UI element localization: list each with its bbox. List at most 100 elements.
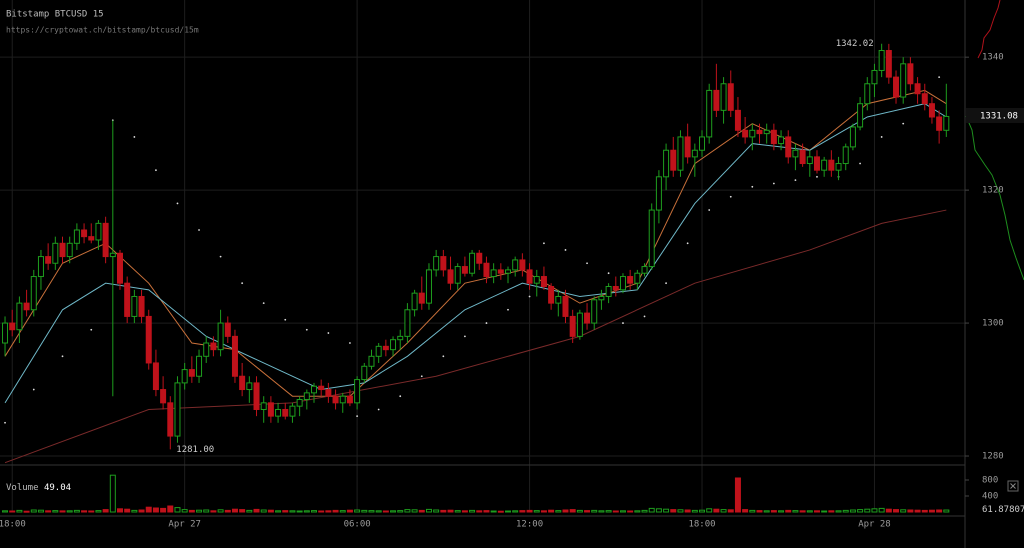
volume-bar	[526, 509, 533, 513]
volume-bar	[540, 510, 547, 513]
y-tick-label: 1280	[982, 452, 1004, 462]
y-tick-label: 1320	[982, 186, 1004, 196]
volume-bar	[16, 509, 23, 513]
sar-dot	[507, 308, 509, 311]
volume-bar	[835, 510, 842, 513]
volume-bar	[749, 509, 756, 513]
candle-body	[9, 322, 16, 331]
volume-bar	[102, 509, 109, 513]
volume-bar	[483, 510, 490, 513]
candle-body	[30, 276, 37, 311]
volume-bar	[289, 510, 296, 513]
volume-bar	[382, 510, 389, 513]
candle-body	[641, 266, 648, 274]
volume-bar	[311, 510, 318, 513]
volume-bar	[160, 507, 167, 513]
volume-bar	[217, 509, 224, 513]
sar-dot	[241, 282, 244, 285]
candle-body	[469, 252, 476, 274]
volume-bar	[318, 510, 325, 513]
sar-dot	[586, 262, 588, 265]
volume-bar	[239, 509, 246, 513]
sar-dot	[564, 249, 567, 251]
candle-body	[720, 83, 727, 111]
sar-dot	[463, 335, 466, 338]
volume-bar	[763, 510, 770, 513]
sar-dot	[938, 76, 941, 79]
candle-body	[181, 369, 188, 384]
candle-body	[152, 362, 159, 391]
volume-bar	[397, 510, 404, 513]
volume-bar	[576, 509, 583, 513]
volume-bar	[619, 510, 626, 513]
volume-bar	[634, 510, 641, 513]
candle-body	[663, 149, 670, 178]
candle-body	[857, 103, 864, 128]
candle-body	[943, 115, 950, 131]
candle-body	[490, 269, 497, 278]
volume-bar	[655, 508, 662, 513]
sar-dot	[880, 136, 883, 138]
candle-body	[239, 375, 246, 391]
candle-body	[160, 389, 167, 404]
volume-bar	[512, 510, 519, 513]
candle-body	[555, 295, 562, 304]
sar-dot	[262, 302, 265, 305]
candle-body	[727, 83, 734, 111]
candle-body	[339, 395, 346, 404]
volume-bar	[605, 510, 612, 513]
candle-body	[210, 342, 217, 351]
sar-dot	[794, 179, 797, 182]
candle-body	[303, 392, 310, 401]
candle-body	[66, 242, 73, 258]
volume-bar	[167, 505, 174, 513]
candle-body	[145, 315, 152, 364]
y-tick-label: 1340	[982, 53, 1004, 63]
candle-body	[404, 309, 411, 337]
volume-bar	[727, 509, 734, 513]
volume-bar	[447, 509, 454, 513]
volume-bar	[23, 510, 30, 513]
candle-body	[569, 315, 576, 337]
volume-bar	[885, 508, 892, 513]
volume-bar	[813, 510, 820, 513]
candle-body	[109, 252, 116, 258]
volume-bar	[375, 510, 382, 513]
low-label: 1281.00	[176, 445, 214, 455]
sar-dot	[665, 282, 667, 285]
candle-body	[519, 259, 526, 271]
candles	[2, 43, 950, 450]
candle-body	[928, 103, 935, 118]
volume-bar	[325, 510, 332, 513]
candle-body	[59, 242, 66, 258]
candle-body	[267, 402, 274, 417]
sar-dot	[284, 318, 287, 321]
candle-body	[576, 312, 583, 337]
candle-body	[102, 222, 109, 258]
volume-bar	[418, 509, 425, 513]
volume-bar	[131, 509, 138, 513]
volume-bar	[188, 509, 195, 513]
volume-bar	[720, 509, 727, 513]
volume-bar	[928, 509, 935, 513]
volume-bar	[641, 509, 648, 513]
candle-body	[842, 146, 849, 165]
sar-dot	[751, 185, 754, 188]
candle-body	[174, 382, 181, 437]
current-price-box	[966, 108, 1024, 123]
candle-body	[770, 129, 777, 145]
close-panel-button[interactable]	[1007, 480, 1019, 492]
sar-dot	[902, 122, 905, 125]
volume-bar	[555, 510, 562, 513]
candle-body	[706, 89, 713, 138]
volume-bar	[346, 509, 353, 513]
volume-bar	[778, 510, 785, 513]
sar-dot	[708, 209, 711, 211]
candle-body	[411, 292, 418, 311]
volume-bar	[849, 509, 856, 513]
volume-bar	[30, 509, 37, 513]
volume-bar	[282, 510, 289, 513]
candle-body	[533, 276, 540, 284]
candle-body	[921, 93, 928, 105]
candle-body	[907, 63, 914, 85]
